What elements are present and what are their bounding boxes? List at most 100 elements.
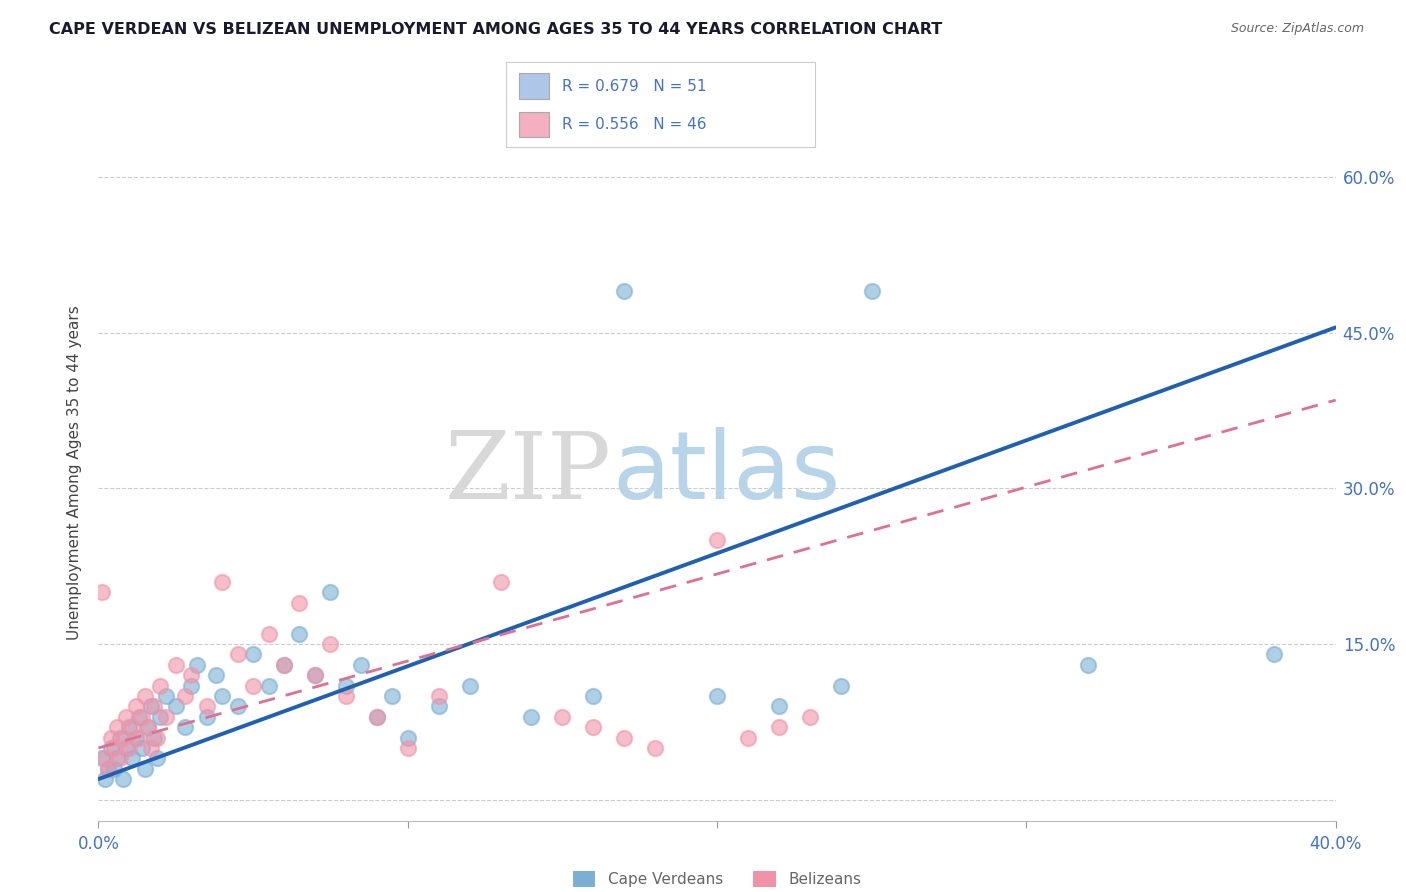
Point xyxy=(149,710,172,724)
Point xyxy=(97,762,120,776)
Point xyxy=(90,585,112,599)
Point xyxy=(124,699,146,714)
Point xyxy=(186,657,208,672)
Point xyxy=(143,699,166,714)
Point xyxy=(613,731,636,745)
Point xyxy=(257,626,280,640)
Point xyxy=(100,741,122,756)
Point xyxy=(103,762,125,776)
Point xyxy=(304,668,326,682)
Point xyxy=(613,284,636,298)
Point xyxy=(131,710,153,724)
Point xyxy=(551,710,574,724)
Point xyxy=(489,574,512,589)
Point xyxy=(134,689,156,703)
Point xyxy=(180,668,202,682)
Point xyxy=(118,741,141,756)
Point xyxy=(165,657,187,672)
Point xyxy=(520,710,543,724)
Point xyxy=(115,741,138,756)
Point xyxy=(146,751,169,765)
Point xyxy=(195,699,218,714)
Point xyxy=(396,731,419,745)
Point xyxy=(582,720,605,734)
Text: ZIP: ZIP xyxy=(446,428,612,517)
Point xyxy=(226,699,249,714)
Point xyxy=(1077,657,1099,672)
Point xyxy=(304,668,326,682)
Point xyxy=(242,679,264,693)
Point xyxy=(427,689,450,703)
Point xyxy=(124,731,146,745)
Point xyxy=(768,699,790,714)
Point xyxy=(273,657,295,672)
Text: R = 0.679   N = 51: R = 0.679 N = 51 xyxy=(562,78,706,94)
Point xyxy=(115,710,138,724)
Point xyxy=(205,668,228,682)
Point xyxy=(319,585,342,599)
Point xyxy=(257,679,280,693)
Point xyxy=(273,657,295,672)
Point xyxy=(121,720,143,734)
Y-axis label: Unemployment Among Ages 35 to 44 years: Unemployment Among Ages 35 to 44 years xyxy=(67,305,83,640)
Point xyxy=(1263,648,1285,662)
Point xyxy=(139,699,162,714)
Point xyxy=(335,689,357,703)
Point xyxy=(366,710,388,724)
Point xyxy=(93,751,115,765)
Point xyxy=(165,699,187,714)
Point xyxy=(93,772,115,786)
Point xyxy=(155,710,177,724)
Point xyxy=(350,657,373,672)
Point xyxy=(335,679,357,693)
Point xyxy=(100,731,122,745)
Point xyxy=(830,679,852,693)
Point xyxy=(136,720,159,734)
Point xyxy=(799,710,821,724)
Text: atlas: atlas xyxy=(612,426,841,519)
Point xyxy=(366,710,388,724)
Point xyxy=(136,720,159,734)
Point xyxy=(644,741,666,756)
Point xyxy=(112,772,135,786)
Point xyxy=(174,720,197,734)
Point xyxy=(582,689,605,703)
Point xyxy=(139,741,162,756)
Point xyxy=(860,284,883,298)
Point xyxy=(427,699,450,714)
Point xyxy=(131,741,153,756)
Point xyxy=(121,751,143,765)
Point xyxy=(108,751,131,765)
Point xyxy=(288,596,311,610)
Bar xyxy=(519,112,550,137)
Point xyxy=(319,637,342,651)
Point xyxy=(146,731,169,745)
Bar xyxy=(519,73,550,99)
Text: CAPE VERDEAN VS BELIZEAN UNEMPLOYMENT AMONG AGES 35 TO 44 YEARS CORRELATION CHAR: CAPE VERDEAN VS BELIZEAN UNEMPLOYMENT AM… xyxy=(49,22,942,37)
Point xyxy=(103,741,125,756)
Point xyxy=(155,689,177,703)
Point xyxy=(195,710,218,724)
Point xyxy=(90,751,112,765)
Point xyxy=(396,741,419,756)
Point xyxy=(706,533,728,548)
Point xyxy=(174,689,197,703)
Point xyxy=(288,626,311,640)
Point xyxy=(242,648,264,662)
Point xyxy=(112,731,135,745)
Point xyxy=(105,751,128,765)
Point xyxy=(105,720,128,734)
Point xyxy=(134,762,156,776)
Point xyxy=(149,679,172,693)
Point xyxy=(211,574,233,589)
Legend: Cape Verdeans, Belizeans: Cape Verdeans, Belizeans xyxy=(567,865,868,892)
Point xyxy=(128,731,150,745)
Point xyxy=(706,689,728,703)
Point xyxy=(737,731,759,745)
Text: Source: ZipAtlas.com: Source: ZipAtlas.com xyxy=(1230,22,1364,36)
Point xyxy=(143,731,166,745)
Point xyxy=(118,720,141,734)
Point xyxy=(108,731,131,745)
Point xyxy=(97,762,120,776)
Point xyxy=(211,689,233,703)
